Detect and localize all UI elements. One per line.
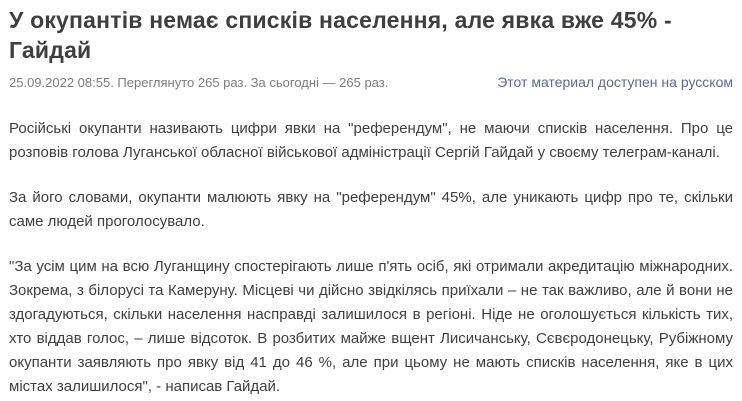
article-meta-row: 25.09.2022 08:55. Переглянуто 265 раз. З… (9, 74, 733, 90)
article-date-views: 25.09.2022 08:55. Переглянуто 265 раз. З… (9, 75, 389, 90)
article-body: Російські окупанти називають цифри явки … (9, 117, 733, 401)
article-paragraph-lead: Російські окупанти називають цифри явки … (9, 120, 733, 161)
article-paragraph-turnout: За його словами, окупанти малюють явку н… (9, 189, 733, 230)
article-title: У окупантів немає списків населення, але… (9, 7, 672, 63)
article-paragraph-quote: "За усім цим на всю Луганщину спостеріга… (9, 258, 733, 395)
russian-version-link[interactable]: Этот материал доступен на русском (497, 74, 733, 90)
